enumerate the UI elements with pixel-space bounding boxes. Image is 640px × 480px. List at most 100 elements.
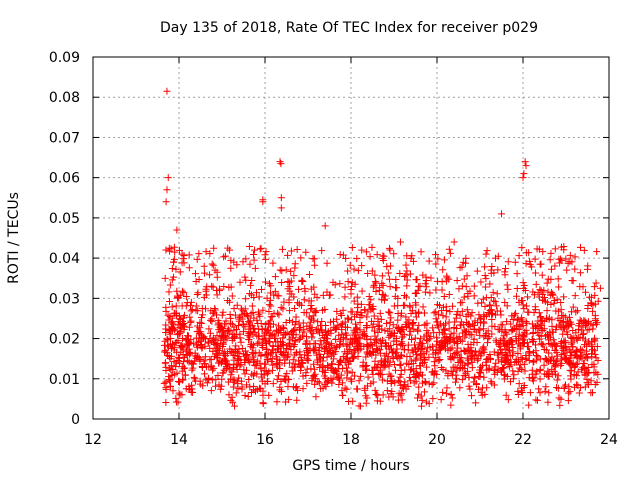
data-point: [483, 339, 491, 347]
data-point: [571, 253, 579, 261]
data-point: [406, 331, 414, 339]
data-point: [498, 353, 506, 361]
data-point: [397, 309, 405, 317]
data-point: [383, 263, 391, 271]
data-point: [500, 332, 508, 340]
data-point: [165, 297, 173, 305]
data-point: [393, 353, 401, 361]
data-points: [160, 87, 604, 410]
data-point: [364, 308, 372, 316]
data-point: [296, 348, 304, 356]
data-point: [221, 356, 229, 364]
data-point: [165, 288, 173, 296]
data-point: [172, 394, 180, 402]
data-point: [273, 398, 281, 406]
data-point: [373, 251, 381, 259]
data-point: [446, 308, 454, 316]
data-point: [227, 283, 235, 291]
data-point: [535, 331, 543, 339]
data-point: [306, 271, 314, 279]
data-point: [213, 341, 221, 349]
data-point: [466, 287, 474, 295]
data-point: [495, 341, 503, 349]
data-point: [403, 359, 411, 367]
data-point: [509, 348, 517, 356]
data-point: [433, 337, 441, 345]
data-point: [170, 309, 178, 317]
data-point: [513, 322, 521, 330]
data-point: [402, 313, 410, 321]
data-point: [525, 401, 533, 409]
data-point: [548, 342, 556, 350]
data-point: [386, 309, 394, 317]
data-point: [406, 270, 414, 278]
data-point: [218, 375, 226, 383]
data-point: [488, 309, 496, 317]
data-point: [522, 302, 530, 310]
data-point: [355, 333, 363, 341]
data-point: [221, 252, 229, 260]
data-point: [442, 313, 450, 321]
data-point: [370, 312, 378, 320]
data-point: [376, 284, 384, 292]
data-point: [300, 308, 308, 316]
data-point: [415, 383, 423, 391]
data-point: [513, 292, 521, 300]
data-point: [373, 335, 381, 343]
data-point: [453, 310, 461, 318]
data-point: [313, 293, 321, 301]
data-point: [590, 347, 598, 355]
data-point: [250, 358, 258, 366]
data-point: [512, 332, 520, 340]
data-point: [178, 318, 186, 326]
data-point: [236, 334, 244, 342]
data-point: [355, 377, 363, 385]
data-point: [298, 277, 306, 285]
data-point: [557, 395, 565, 403]
data-point: [372, 391, 380, 399]
data-point: [406, 373, 414, 381]
data-point: [267, 349, 275, 357]
data-point: [389, 347, 397, 355]
data-point: [335, 360, 343, 368]
data-point: [415, 309, 423, 317]
data-point: [570, 352, 578, 360]
data-point: [167, 382, 175, 390]
data-point: [581, 353, 589, 361]
data-point: [442, 367, 450, 375]
data-point: [476, 369, 484, 377]
data-point: [501, 345, 509, 353]
data-point: [555, 394, 563, 402]
data-point: [362, 333, 370, 341]
data-point: [267, 302, 275, 310]
data-point: [178, 302, 186, 310]
data-point: [241, 273, 249, 281]
data-point: [557, 339, 565, 347]
data-point: [252, 362, 260, 370]
data-point: [295, 285, 303, 293]
data-point: [208, 376, 216, 384]
data-point: [553, 384, 561, 392]
data-point: [214, 351, 222, 359]
data-point: [549, 357, 557, 365]
data-point: [163, 87, 171, 95]
data-point: [233, 261, 241, 269]
data-point: [480, 319, 488, 327]
data-point: [342, 354, 350, 362]
data-point: [540, 345, 548, 353]
data-point: [162, 321, 170, 329]
x-tick-labels: 12 14 16 18 20 22 24: [84, 432, 618, 448]
data-point: [517, 387, 525, 395]
data-point: [482, 250, 490, 258]
data-point: [351, 313, 359, 321]
data-point: [526, 349, 534, 357]
data-point: [233, 366, 241, 374]
data-point: [242, 276, 250, 284]
data-point: [548, 322, 556, 330]
data-point: [230, 305, 238, 313]
data-point: [433, 318, 441, 326]
data-point: [394, 377, 402, 385]
data-point: [450, 238, 458, 246]
data-point: [161, 359, 169, 367]
data-point: [582, 366, 590, 374]
